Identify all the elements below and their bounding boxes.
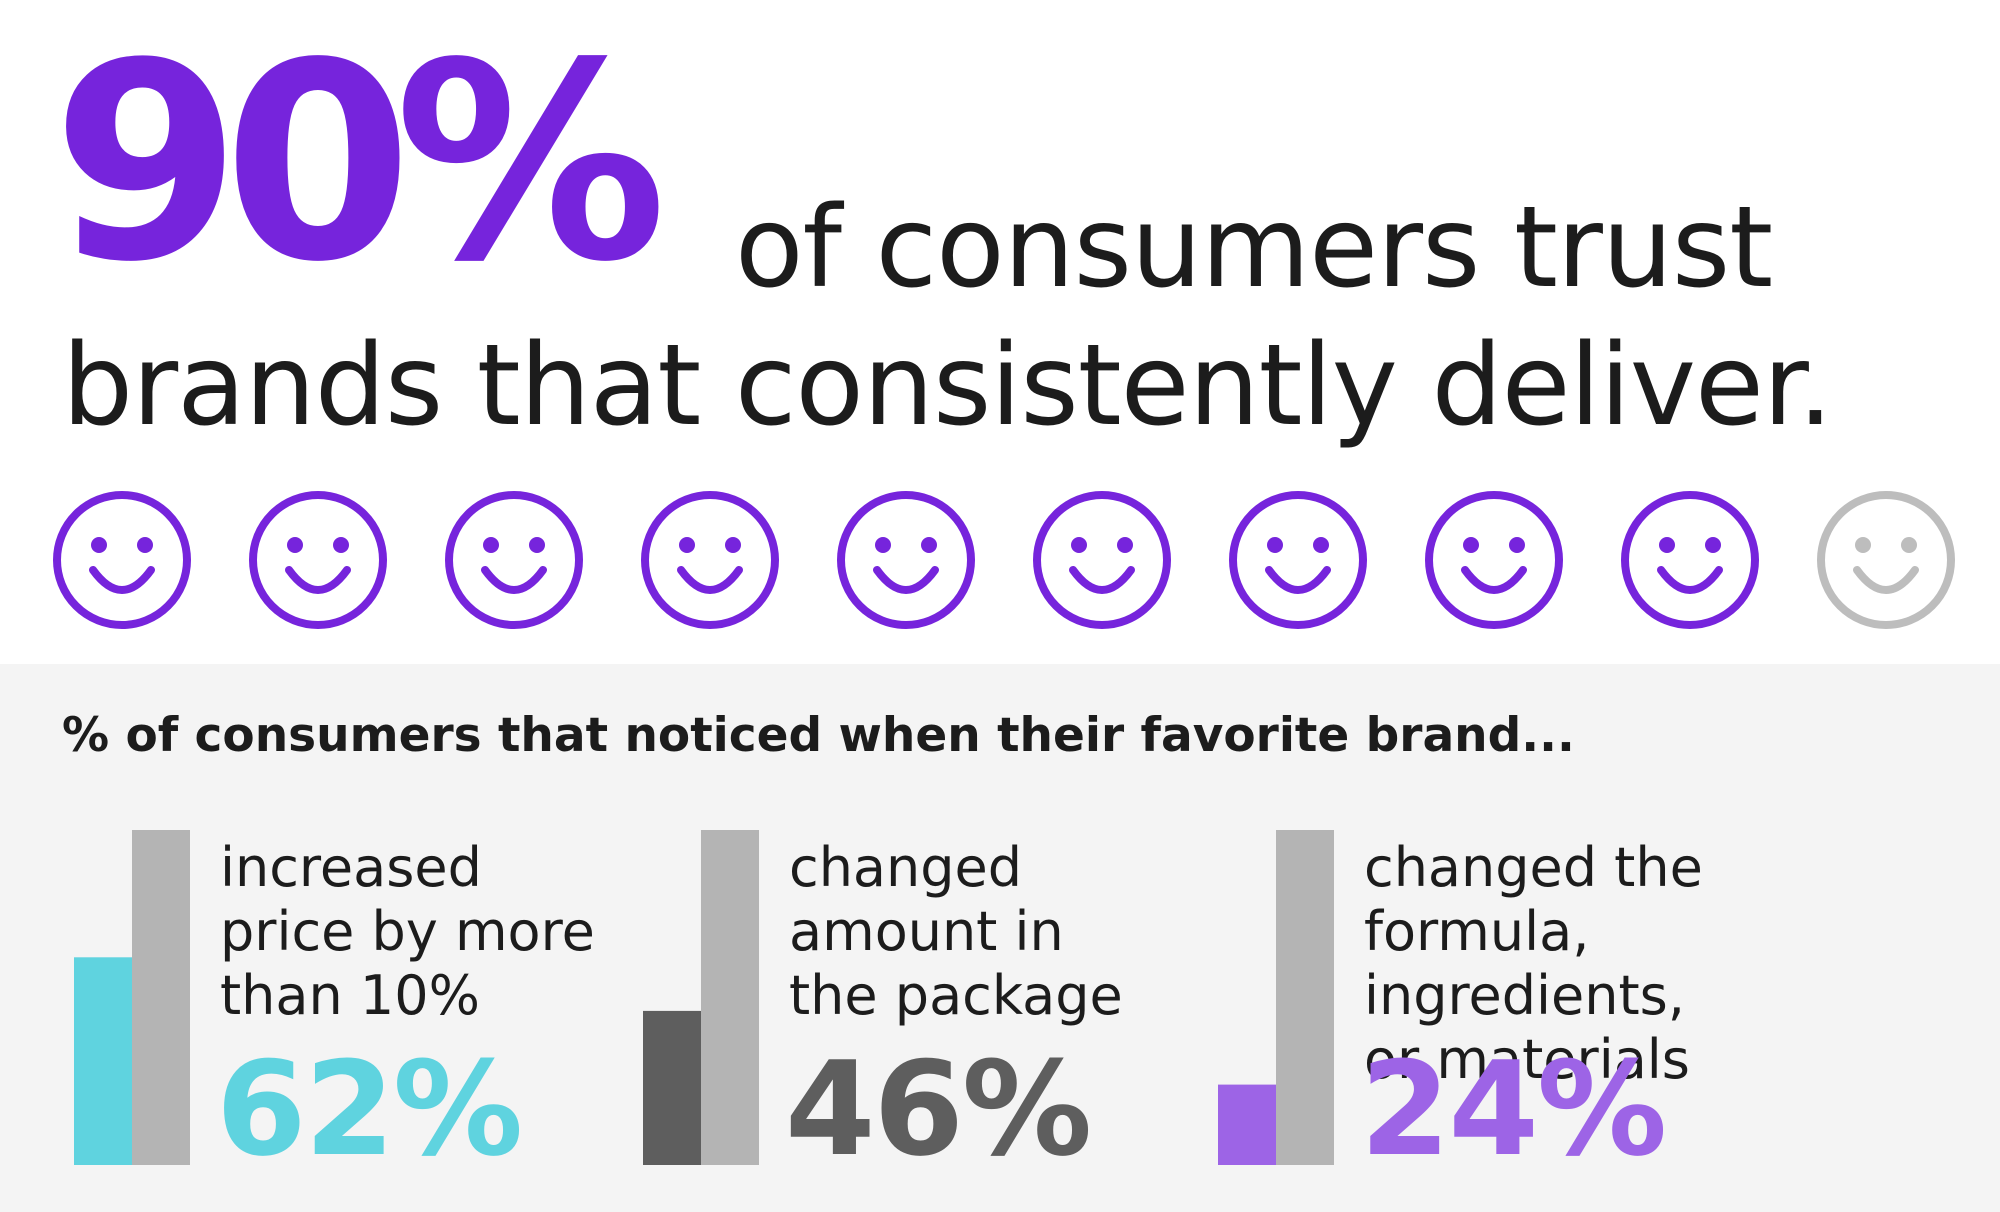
headline-line-2: brands that consistently deliver. — [62, 321, 1833, 451]
headline: 90% of consumers trust brands that consi… — [52, 6, 1833, 451]
bar-value — [1218, 1084, 1276, 1165]
bar-value — [643, 1010, 701, 1165]
smiley-face-icon — [1425, 491, 1563, 629]
smiley-face-icon — [1033, 491, 1171, 629]
smiley-face-icon — [837, 491, 975, 629]
bar-category-label: increased price by more than 10% — [220, 836, 595, 1027]
bar-chart — [74, 830, 1334, 1165]
smiley-face-row — [53, 491, 1955, 629]
smiley-face-icon — [1229, 491, 1367, 629]
smiley-face-icon — [445, 491, 583, 629]
smiley-face-icon — [1621, 491, 1759, 629]
bar-value-label: 62% — [216, 1033, 523, 1185]
bar-value-label: 46% — [785, 1033, 1092, 1185]
chart-title: % of consumers that noticed when their f… — [62, 708, 1575, 763]
bar-category-label: changed amount in the package — [789, 836, 1123, 1027]
smiley-face-icon — [53, 491, 191, 629]
smiley-face-icon — [641, 491, 779, 629]
bar-value-label: 24% — [1360, 1033, 1667, 1185]
headline-percent: 90% — [52, 6, 667, 322]
smiley-face-icon-inactive — [1817, 491, 1955, 629]
stats-panel — [0, 664, 2000, 1212]
bar-track — [1276, 830, 1334, 1165]
bar-category-label: changed the formula, ingredients, or mat… — [1364, 836, 1703, 1091]
headline-line-1: of consumers trust — [735, 183, 1773, 313]
bar-track — [701, 830, 759, 1165]
bar-value — [74, 957, 132, 1165]
smiley-face-icon — [249, 491, 387, 629]
bar-track — [132, 830, 190, 1165]
